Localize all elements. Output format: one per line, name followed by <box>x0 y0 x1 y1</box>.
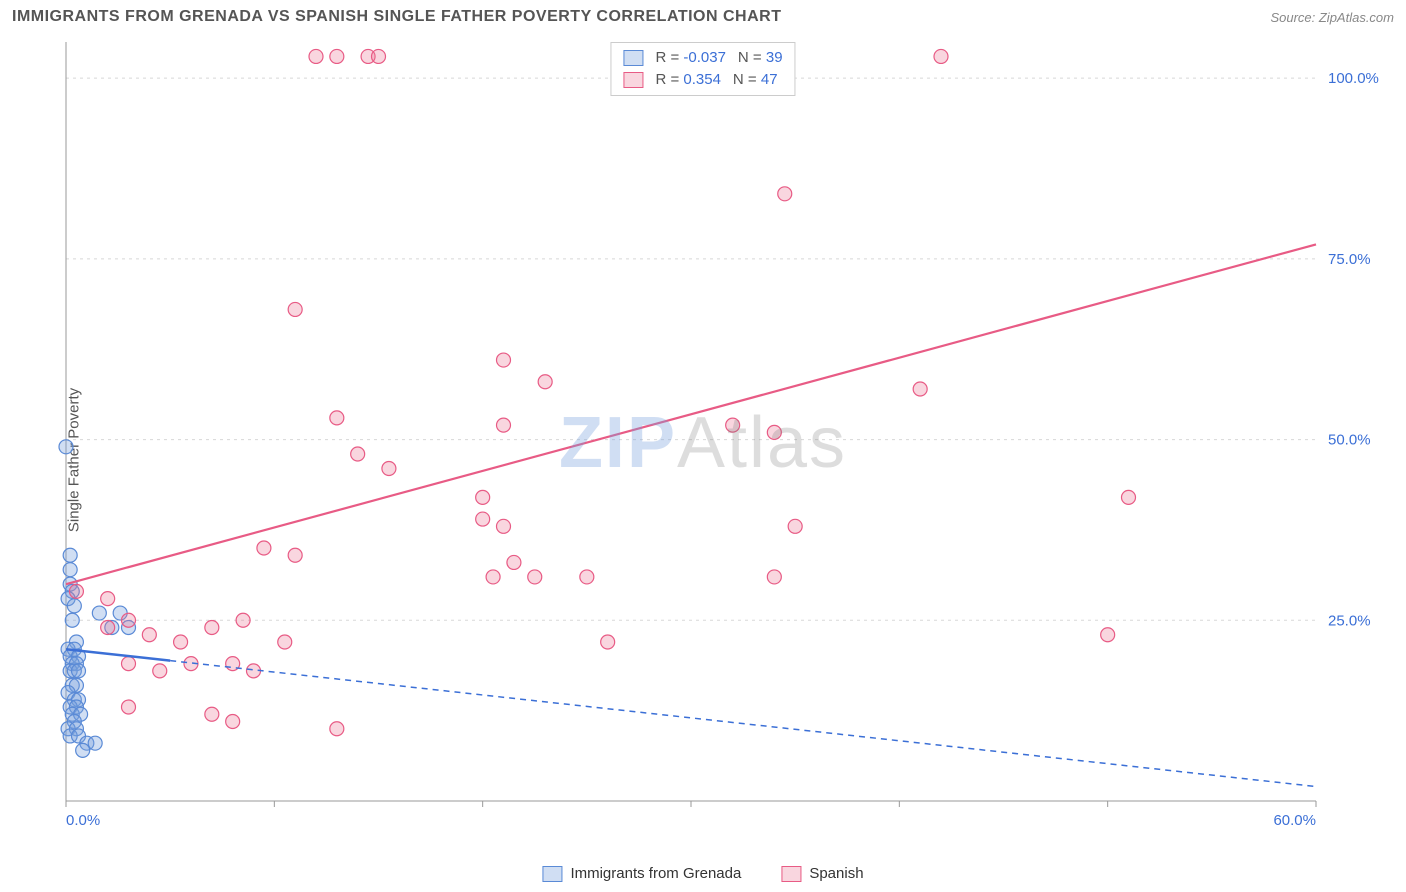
source-credit: Source: ZipAtlas.com <box>1270 10 1394 25</box>
legend-swatch <box>623 50 643 66</box>
data-point <box>476 512 490 526</box>
data-point <box>67 599 81 613</box>
y-tick-label: 25.0% <box>1328 612 1371 629</box>
data-point <box>538 375 552 389</box>
legend-item: Spanish <box>781 865 863 882</box>
chart-title: IMMIGRANTS FROM GRENADA VS SPANISH SINGL… <box>12 8 781 26</box>
title-bar: IMMIGRANTS FROM GRENADA VS SPANISH SINGL… <box>0 0 1406 30</box>
data-point <box>101 621 115 635</box>
legend-row: R = -0.037 N = 39 <box>623 47 782 69</box>
data-point <box>372 49 386 63</box>
data-point <box>934 49 948 63</box>
data-point <box>76 743 90 757</box>
data-point <box>382 461 396 475</box>
scatter-plot: 25.0% 50.0% 75.0% 100.0% 0.0% 60.0% <box>56 36 1386 846</box>
data-point <box>351 447 365 461</box>
data-point <box>330 49 344 63</box>
data-point <box>59 440 73 454</box>
legend-swatch <box>781 866 801 882</box>
data-point <box>153 664 167 678</box>
legend-item: Immigrants from Grenada <box>542 865 741 882</box>
data-point <box>278 635 292 649</box>
data-point <box>101 592 115 606</box>
data-point <box>88 736 102 750</box>
data-point <box>288 548 302 562</box>
data-point <box>205 707 219 721</box>
legend-r: R = 0.354 <box>655 69 720 91</box>
data-point <box>913 382 927 396</box>
data-point <box>288 302 302 316</box>
y-tick-label: 75.0% <box>1328 251 1371 268</box>
x-tick-label: 60.0% <box>1273 812 1316 829</box>
data-point <box>309 49 323 63</box>
data-point <box>726 418 740 432</box>
data-point <box>122 657 136 671</box>
data-point <box>122 700 136 714</box>
data-point <box>63 548 77 562</box>
data-point <box>92 606 106 620</box>
series-legend: Immigrants from Grenada Spanish <box>542 865 863 882</box>
data-point <box>1101 628 1115 642</box>
data-point <box>528 570 542 584</box>
data-point <box>476 490 490 504</box>
source-name: ZipAtlas.com <box>1319 10 1394 25</box>
data-point <box>507 555 521 569</box>
legend-swatch <box>623 72 643 88</box>
data-point <box>497 519 511 533</box>
data-point <box>788 519 802 533</box>
y-tick-label: 50.0% <box>1328 432 1371 449</box>
data-point <box>72 664 86 678</box>
data-point <box>330 411 344 425</box>
legend-r: R = -0.037 <box>655 47 725 69</box>
data-point <box>580 570 594 584</box>
data-point <box>236 613 250 627</box>
data-point <box>65 613 79 627</box>
data-point <box>486 570 500 584</box>
data-point <box>767 425 781 439</box>
data-point <box>601 635 615 649</box>
data-point <box>69 584 83 598</box>
data-point <box>205 621 219 635</box>
data-point <box>122 613 136 627</box>
data-point <box>257 541 271 555</box>
legend-row: R = 0.354 N = 47 <box>623 69 782 91</box>
legend-label: Immigrants from Grenada <box>570 865 741 882</box>
data-point <box>778 187 792 201</box>
legend-label: Spanish <box>809 865 863 882</box>
data-point <box>330 722 344 736</box>
legend-n: N = 47 <box>733 69 778 91</box>
correlation-legend: R = -0.037 N = 39 R = 0.354 N = 47 <box>610 42 795 96</box>
data-point <box>1122 490 1136 504</box>
chart-area: Single Father Poverty 25.0%50.0%75.0%100… <box>12 36 1394 884</box>
legend-swatch <box>542 866 562 882</box>
data-point <box>767 570 781 584</box>
y-tick-label: 100.0% <box>1328 70 1379 87</box>
legend-n: N = 39 <box>738 47 783 69</box>
data-point <box>142 628 156 642</box>
data-point <box>497 353 511 367</box>
source-prefix: Source: <box>1270 10 1318 25</box>
data-point <box>174 635 188 649</box>
data-point <box>497 418 511 432</box>
data-point <box>226 714 240 728</box>
trend-line <box>66 244 1316 584</box>
data-point <box>63 563 77 577</box>
x-tick-label: 0.0% <box>66 812 100 829</box>
